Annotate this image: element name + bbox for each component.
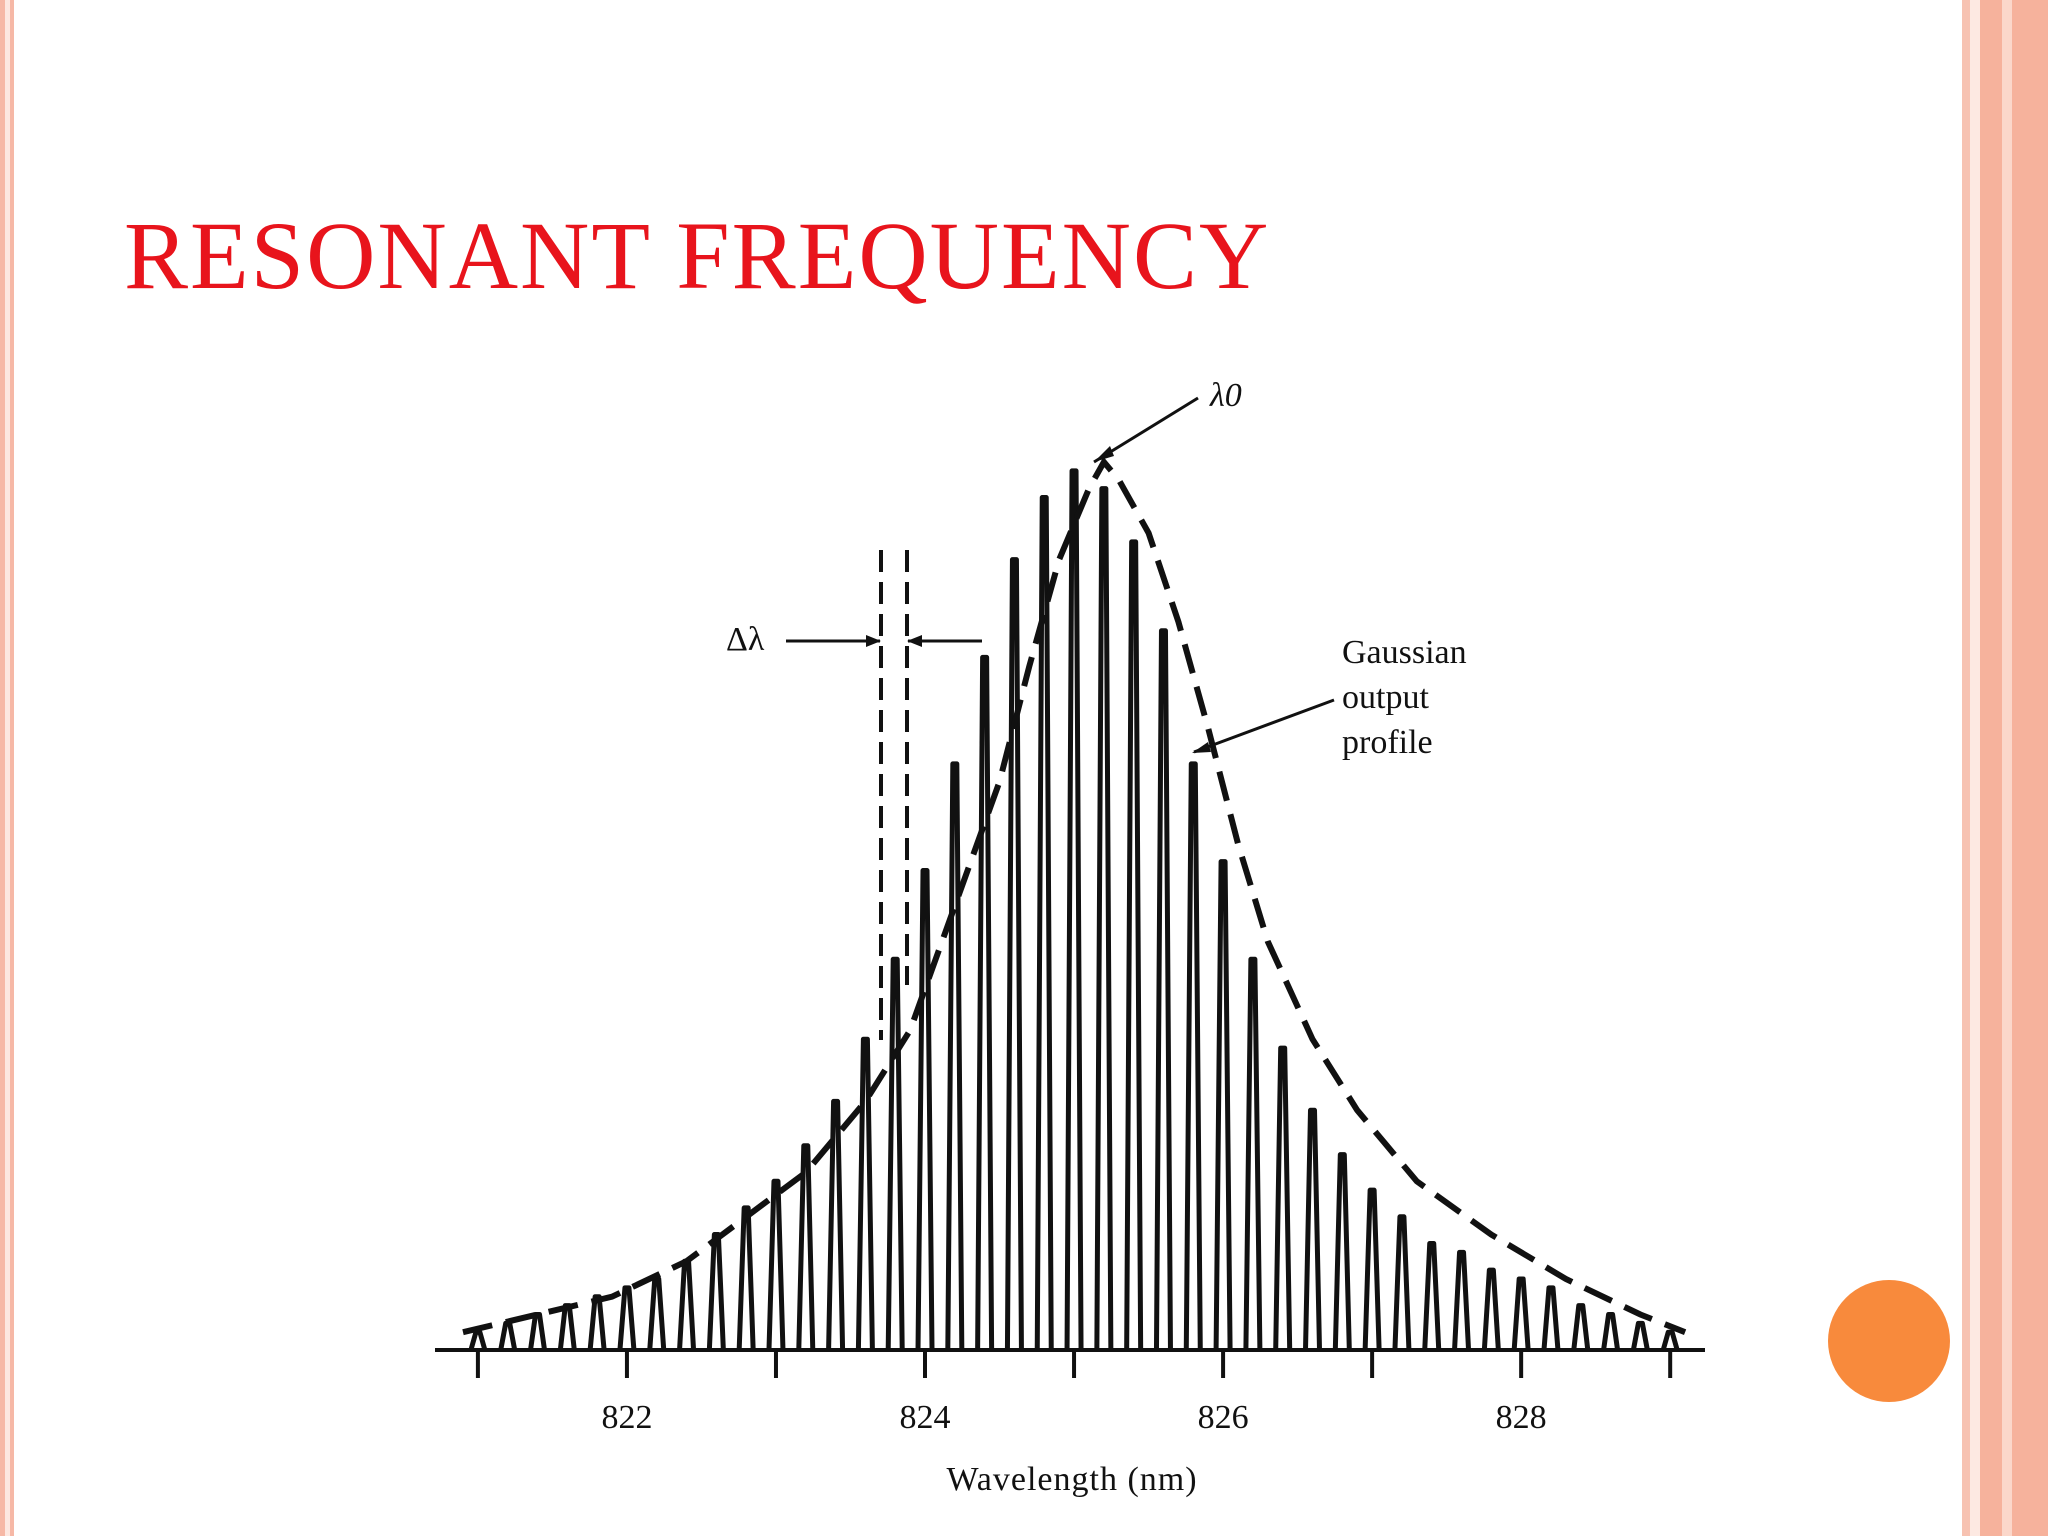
spectral-spike bbox=[1362, 1187, 1382, 1351]
envelope-annotation: Gaussian output profile bbox=[1192, 634, 1467, 761]
spectral-spike bbox=[855, 1036, 875, 1351]
spectral-spike bbox=[1630, 1320, 1650, 1351]
spectral-spike bbox=[617, 1285, 637, 1351]
slide-title: RESONANT FREQUENCY bbox=[124, 202, 1271, 309]
spectral-spike bbox=[528, 1311, 547, 1351]
spectral-spike bbox=[706, 1232, 726, 1351]
x-tick-label: 828 bbox=[1496, 1399, 1547, 1436]
spectral-spike bbox=[498, 1320, 518, 1351]
spectral-spike bbox=[468, 1329, 488, 1351]
spectral-spike bbox=[945, 761, 965, 1351]
spectral-spike bbox=[557, 1303, 577, 1351]
spectral-spike bbox=[1571, 1303, 1591, 1351]
spectral-spike bbox=[975, 654, 995, 1351]
spectral-spike bbox=[1392, 1214, 1412, 1351]
slide-decoration-dot bbox=[1828, 1280, 1950, 1402]
envelope-label-line3: profile bbox=[1342, 724, 1433, 761]
spectral-spike bbox=[677, 1258, 697, 1351]
slide-left-border bbox=[0, 0, 24, 1536]
spectral-spikes bbox=[468, 468, 1680, 1351]
spectral-spike bbox=[1183, 761, 1203, 1351]
gaussian-envelope bbox=[462, 456, 1687, 1336]
spectral-spike bbox=[1034, 495, 1054, 1351]
spectral-spike bbox=[587, 1294, 607, 1351]
spectral-spike bbox=[796, 1143, 816, 1351]
spectral-spike bbox=[1213, 859, 1233, 1351]
spacing-label: Δλ bbox=[726, 621, 765, 658]
spectral-spike bbox=[1481, 1267, 1501, 1351]
x-tick-label: 822 bbox=[601, 1399, 652, 1436]
x-ticks bbox=[475, 1350, 1673, 1378]
spectral-spike bbox=[736, 1205, 756, 1351]
spectral-spike bbox=[1601, 1311, 1621, 1351]
peak-label: λ0 bbox=[1209, 377, 1242, 414]
x-tick-label: 824 bbox=[900, 1399, 951, 1436]
x-tick-labels: 822 824 826 828 bbox=[601, 1399, 1546, 1436]
spectral-spike bbox=[1452, 1249, 1472, 1351]
x-tick-label: 826 bbox=[1198, 1399, 1249, 1436]
spectral-spike bbox=[1153, 628, 1173, 1351]
envelope-label-line1: Gaussian bbox=[1342, 634, 1467, 671]
x-axis-label: Wavelength (nm) bbox=[946, 1461, 1197, 1498]
spectral-spike bbox=[1094, 486, 1114, 1351]
spectral-spike bbox=[647, 1276, 667, 1351]
spacing-annotation: Δλ bbox=[726, 550, 982, 1040]
spectral-spike bbox=[1422, 1240, 1442, 1351]
spectral-spike bbox=[885, 956, 905, 1351]
spectral-spike bbox=[1124, 539, 1144, 1351]
spectral-spike bbox=[826, 1098, 846, 1351]
spectral-spike bbox=[1303, 1107, 1323, 1351]
spectral-spike bbox=[1273, 1045, 1293, 1351]
spectral-spike bbox=[1064, 468, 1084, 1351]
peak-annotation: λ0 bbox=[1093, 377, 1242, 464]
spectral-spike bbox=[1511, 1276, 1531, 1351]
spectral-spike bbox=[1243, 956, 1263, 1351]
spectral-spike bbox=[1660, 1329, 1680, 1351]
slide-right-border bbox=[1962, 0, 2048, 1536]
spectral-spike bbox=[915, 867, 935, 1351]
spectral-spike bbox=[766, 1178, 786, 1351]
spectral-spike bbox=[1004, 557, 1024, 1351]
spectral-spike bbox=[1332, 1152, 1352, 1351]
spectral-spike bbox=[1541, 1285, 1561, 1351]
envelope-label-line2: output bbox=[1342, 679, 1429, 716]
